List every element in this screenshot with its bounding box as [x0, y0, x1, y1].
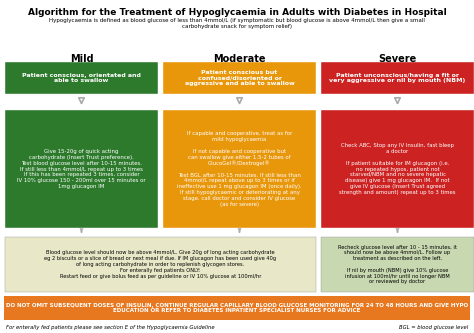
Text: Mild: Mild — [70, 54, 93, 64]
Text: Moderate: Moderate — [213, 54, 266, 64]
Text: Patient unconscious/having a fit or
very aggressive or nil by mouth (NBM): Patient unconscious/having a fit or very… — [329, 73, 465, 83]
Text: DO NOT OMIT SUBSEQUENT DOSES OF INSULIN, CONTINUE REGULAR CAPILLARY BLOOD GLUCOS: DO NOT OMIT SUBSEQUENT DOSES OF INSULIN,… — [6, 303, 468, 313]
Text: If capable and cooperative, treat as for
mild hypoglycaemia

If not capable and : If capable and cooperative, treat as for… — [177, 131, 302, 207]
Text: Give 15-20g of quick acting
carbohydrate (Insert Trust preference).
Test blood g: Give 15-20g of quick acting carbohydrate… — [17, 149, 146, 189]
Text: Blood glucose level should now be above 4mmol/L. Give 20g of long acting carbohy: Blood glucose level should now be above … — [45, 250, 276, 279]
Text: Severe: Severe — [378, 54, 417, 64]
Text: For enterally fed patients please see section E of the Hypoglycaemia Guideline: For enterally fed patients please see se… — [6, 325, 215, 330]
Text: Patient conscious, orientated and
able to swallow: Patient conscious, orientated and able t… — [22, 73, 141, 83]
Text: Patient conscious but
confused/disoriented or
aggressive and able to swallow: Patient conscious but confused/disorient… — [185, 70, 294, 86]
Text: Hypoglycaemia is defined as blood glucose of less than 4mmol/L (if symptomatic b: Hypoglycaemia is defined as blood glucos… — [49, 18, 425, 29]
Text: Recheck glucose level after 10 - 15 minutes, it
should now be above 4mmol/L. Fol: Recheck glucose level after 10 - 15 minu… — [338, 245, 457, 284]
Text: Algorithm for the Treatment of Hypoglycaemia in Adults with Diabetes in Hospital: Algorithm for the Treatment of Hypoglyca… — [27, 8, 447, 17]
Text: Check ABC, Stop any IV Insulin, fast bleep
a doctor

If patient suitable for IM : Check ABC, Stop any IV Insulin, fast ble… — [339, 143, 456, 195]
Text: BGL = blood glucose level: BGL = blood glucose level — [399, 325, 468, 330]
